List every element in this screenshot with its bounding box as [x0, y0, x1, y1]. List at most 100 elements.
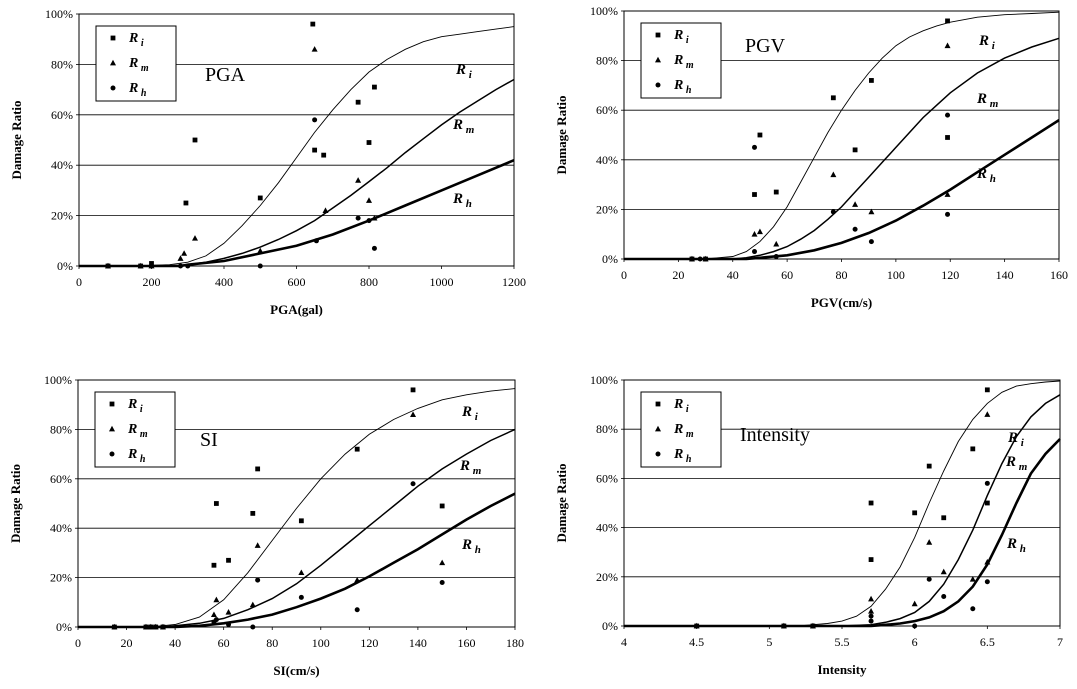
- y-tick-label: 40%: [51, 158, 73, 172]
- panel-title: PGV: [745, 35, 786, 57]
- data-point-r-h: [439, 580, 445, 586]
- data-point-r-h: [178, 263, 183, 269]
- x-tick-label: 7: [1057, 635, 1063, 649]
- data-point-r-h: [703, 256, 709, 262]
- data-point-r-m: [944, 191, 951, 197]
- y-axis-label: Damage Ratio: [9, 100, 24, 179]
- x-tick-label: 6.5: [980, 635, 995, 649]
- data-point-r-h: [752, 144, 757, 150]
- curve-label-r-h: R h: [976, 166, 996, 185]
- x-tick-label: 4: [621, 635, 627, 649]
- legend-entry-r-i: R i: [128, 31, 144, 49]
- data-point-r-m: [926, 539, 933, 545]
- fragility-curve-r-h: [78, 492, 516, 629]
- data-point-r-m: [751, 231, 758, 237]
- data-point-r-i: [211, 562, 217, 568]
- legend-marker-r-i: [655, 32, 661, 38]
- data-point-r-h: [830, 209, 836, 215]
- y-tick-label: 80%: [596, 54, 618, 68]
- data-point-r-h: [752, 249, 757, 255]
- legend-entry-r-m: R m: [127, 422, 148, 440]
- y-tick-label: 60%: [596, 471, 618, 485]
- legend-marker-r-m: [109, 425, 115, 432]
- data-point-r-m: [225, 608, 232, 615]
- x-tick-label: 80: [836, 268, 848, 282]
- x-tick-label: 60: [218, 636, 230, 650]
- data-point-r-h: [213, 617, 219, 623]
- data-point-r-i: [852, 147, 858, 153]
- chart-panel-2: 0% 20% 40% 60% 80% 100% 0 20 40 60 80 100 120 140 160 P…: [554, 4, 1068, 310]
- y-tick-label: 0%: [602, 252, 618, 266]
- data-point-r-h: [781, 623, 787, 629]
- fragility-curve-r-m: [79, 78, 515, 267]
- data-point-r-m: [354, 576, 361, 583]
- y-tick-label: 20%: [50, 571, 72, 585]
- plot-frame: [77, 379, 516, 628]
- legend-marker-r-i: [110, 35, 116, 41]
- fragility-curve-r-h: [79, 159, 515, 268]
- data-point-r-h: [984, 480, 990, 486]
- x-tick-label: 160: [457, 636, 475, 650]
- fragility-curve-r-i: [79, 26, 515, 267]
- data-point-r-i: [757, 132, 763, 138]
- data-point-r-m: [830, 171, 837, 178]
- y-tick-label: 60%: [50, 472, 72, 486]
- data-point-r-m: [773, 240, 780, 247]
- data-point-r-i: [830, 95, 836, 101]
- data-point-r-i: [945, 18, 950, 24]
- y-tick-label: 80%: [596, 422, 618, 436]
- x-tick-label: 40: [727, 268, 739, 282]
- curve-label-r-h: R h: [452, 191, 472, 210]
- y-tick-label: 80%: [50, 422, 72, 436]
- data-point-r-h: [143, 624, 149, 630]
- legend-box: [640, 391, 722, 468]
- legend-marker-r-i: [655, 401, 661, 407]
- y-tick-label: 40%: [596, 153, 618, 167]
- x-tick-label: 200: [143, 275, 161, 289]
- x-tick-label: 80: [266, 636, 278, 650]
- data-point-r-i: [250, 510, 256, 516]
- data-point-r-i: [926, 463, 932, 469]
- data-point-r-m: [298, 569, 305, 576]
- x-tick-label: 4.5: [689, 635, 704, 649]
- legend-marker-r-h: [110, 85, 116, 91]
- y-tick-label: 80%: [51, 57, 73, 71]
- chart-panel-3: 0% 20% 40% 60% 80% 100% 0 20 40 60 80 100 120 140 160 1…: [8, 373, 524, 678]
- fragility-curve-r-m: [78, 428, 516, 628]
- curve-label-r-m: R m: [459, 458, 482, 477]
- y-axis-label: Damage Ratio: [8, 464, 23, 543]
- data-point-r-m: [756, 228, 763, 235]
- data-point-r-i: [321, 152, 327, 158]
- data-point-r-i: [354, 446, 360, 452]
- data-point-r-i: [912, 510, 918, 516]
- data-point-r-h: [945, 112, 951, 118]
- y-tick-label: 100%: [590, 4, 618, 18]
- data-point-r-m: [911, 600, 918, 607]
- chart-panel-4: 0% 20% 40% 60% 80% 100% 4 4.5 5 5.5 6 6.5 7 Intensity…: [554, 373, 1063, 677]
- x-tick-label: 160: [1050, 268, 1068, 282]
- data-point-r-i: [941, 515, 947, 521]
- x-tick-label: 140: [996, 268, 1014, 282]
- legend-entry-r-i: R i: [673, 28, 689, 46]
- x-tick-label: 5: [766, 635, 772, 649]
- panel-title: SI: [200, 429, 218, 451]
- data-point-r-h: [371, 245, 377, 251]
- x-tick-label: 20: [121, 636, 133, 650]
- curve-label-r-m: R m: [1005, 454, 1028, 473]
- data-point-r-h: [945, 211, 951, 217]
- data-point-r-h: [970, 606, 976, 612]
- data-point-r-h: [694, 623, 700, 629]
- data-point-r-m: [366, 197, 372, 203]
- data-point-r-h: [250, 624, 256, 630]
- legend-box: [640, 22, 722, 99]
- data-point-r-i: [312, 147, 318, 153]
- data-point-r-m: [213, 596, 220, 603]
- data-point-r-i: [945, 135, 950, 140]
- data-point-r-m: [984, 558, 991, 565]
- data-point-r-m: [439, 559, 446, 566]
- data-point-r-h: [148, 624, 154, 630]
- data-point-r-m: [322, 207, 329, 213]
- legend-marker-r-m: [655, 425, 661, 432]
- data-point-r-h: [926, 576, 932, 582]
- x-tick-label: 0: [75, 636, 81, 650]
